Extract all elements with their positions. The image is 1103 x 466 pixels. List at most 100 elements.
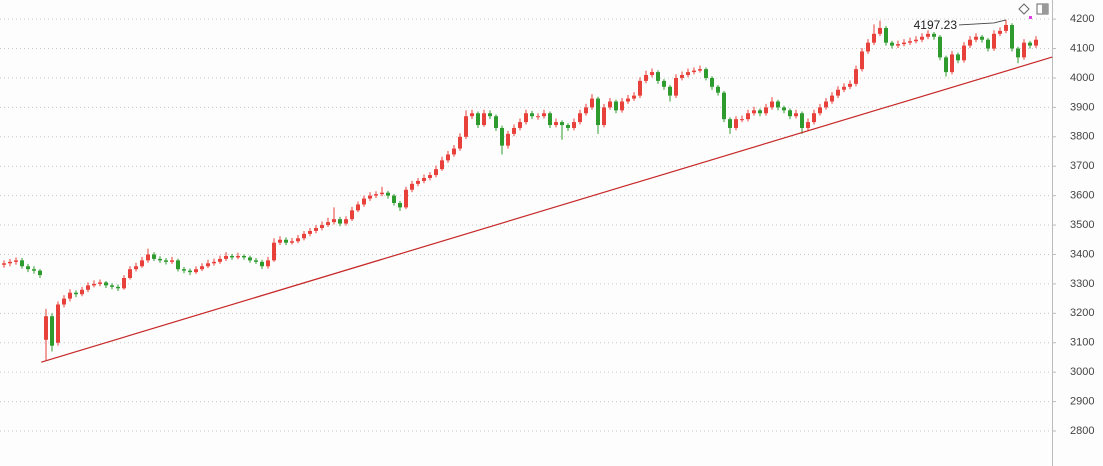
candle-body <box>602 107 606 126</box>
candle <box>230 253 234 260</box>
candle-body <box>236 255 240 258</box>
candle <box>614 99 618 114</box>
candle-body <box>746 113 750 120</box>
candle-body <box>194 269 198 273</box>
candle <box>302 230 306 241</box>
candle-body <box>188 270 192 273</box>
candle-body <box>266 260 270 267</box>
candle <box>98 279 102 287</box>
candle-body <box>818 107 822 114</box>
candle-body <box>122 278 126 289</box>
candle-body <box>950 54 954 73</box>
candle <box>134 262 138 272</box>
candle-body <box>338 219 342 224</box>
diamond-icon[interactable] <box>1018 3 1030 15</box>
candle <box>764 103 768 116</box>
candle <box>944 55 948 77</box>
candle-body <box>968 39 972 46</box>
trendline <box>41 56 1053 363</box>
candle <box>554 118 558 128</box>
candle <box>512 124 516 137</box>
candle-body <box>914 39 918 42</box>
candle-body <box>410 183 414 190</box>
candle-body <box>758 110 762 114</box>
candle-body <box>878 27 882 34</box>
candle <box>74 290 78 298</box>
candle-body <box>980 36 984 40</box>
candle <box>362 195 366 207</box>
candle <box>152 252 156 261</box>
candle <box>662 79 666 90</box>
candle <box>638 77 642 98</box>
candle-body <box>434 169 438 176</box>
candle-body <box>704 69 708 78</box>
candle-body <box>992 33 996 49</box>
candle-body <box>44 316 48 340</box>
candle-body <box>1022 42 1026 58</box>
candle-body <box>260 261 264 267</box>
candle-body <box>404 189 408 208</box>
candle-body <box>176 260 180 270</box>
candle <box>686 68 690 78</box>
candle-body <box>740 119 744 121</box>
candle <box>656 70 660 84</box>
candle <box>566 123 570 131</box>
candle <box>254 258 258 264</box>
candle-body <box>170 260 174 262</box>
candle <box>704 67 708 81</box>
candle-body <box>488 113 492 117</box>
candle-body <box>902 42 906 45</box>
candle-body <box>908 41 912 43</box>
candle <box>182 266 186 274</box>
candle-body <box>830 95 834 102</box>
candle <box>404 186 408 210</box>
candle <box>500 125 504 155</box>
candle <box>488 110 492 120</box>
candle <box>878 20 882 37</box>
candle <box>596 96 600 134</box>
candle <box>890 40 894 49</box>
candle-body <box>812 113 816 123</box>
candle-body <box>74 292 78 295</box>
candle <box>332 207 336 225</box>
candle-body <box>152 254 156 259</box>
candle-body <box>158 258 162 261</box>
candle-body <box>140 260 144 267</box>
candle <box>920 33 924 43</box>
candle-body <box>944 57 948 73</box>
candle-body <box>356 204 360 211</box>
candle-body <box>752 110 756 114</box>
y-tick-label: 2800 <box>1070 425 1094 437</box>
y-tick-label: 3000 <box>1070 366 1094 378</box>
candle-body <box>428 175 432 178</box>
candle-body <box>380 192 384 195</box>
candle-body <box>890 42 894 46</box>
candle <box>14 257 18 265</box>
candle-body <box>722 92 726 120</box>
candle <box>902 39 906 47</box>
candle <box>416 177 420 187</box>
candle-body <box>656 72 660 81</box>
candle-body <box>938 36 942 58</box>
candle <box>758 108 762 117</box>
candle <box>782 105 786 114</box>
candle-body <box>482 113 486 126</box>
candle <box>650 68 654 78</box>
candle-body <box>692 70 696 73</box>
candle-body <box>146 254 150 261</box>
candle-body <box>50 316 54 346</box>
candle <box>116 284 120 291</box>
y-tick-label: 3100 <box>1070 337 1094 349</box>
candle <box>44 308 48 361</box>
candle <box>620 97 624 113</box>
candle-body <box>1010 25 1014 49</box>
candle <box>392 193 396 206</box>
y-tick-label: 3400 <box>1070 248 1094 260</box>
candle-body <box>620 101 624 111</box>
candle-body <box>470 113 474 117</box>
candle-body <box>884 27 888 43</box>
candle <box>734 116 738 131</box>
candle <box>110 283 114 290</box>
candle-body <box>794 113 798 117</box>
candle-body <box>248 257 252 261</box>
